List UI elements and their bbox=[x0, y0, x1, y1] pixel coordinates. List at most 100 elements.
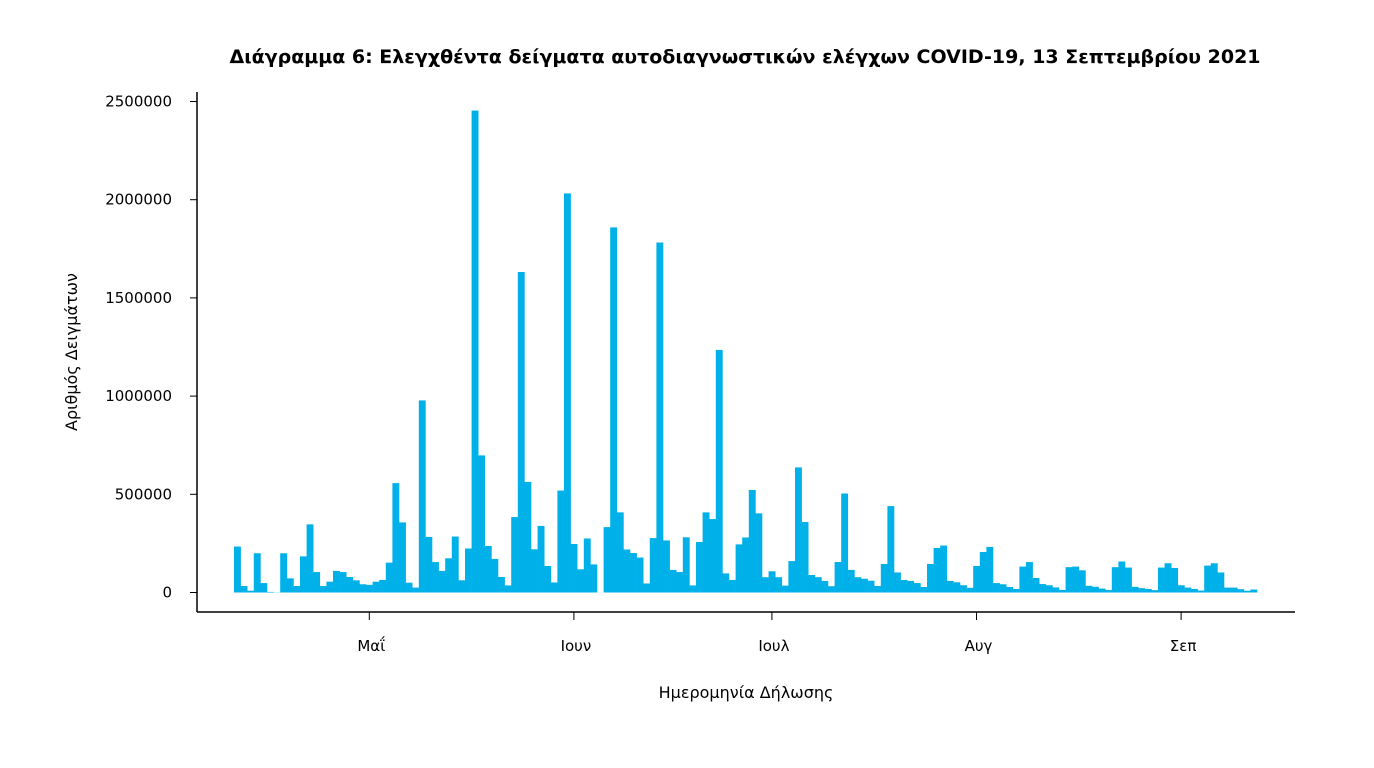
bar bbox=[1026, 562, 1033, 593]
bar bbox=[808, 575, 816, 593]
bar bbox=[630, 553, 637, 593]
bar bbox=[729, 579, 736, 593]
bar bbox=[1052, 587, 1060, 593]
y-tick-label: 1000000 bbox=[105, 387, 172, 405]
bar bbox=[1230, 587, 1238, 593]
bar bbox=[537, 525, 545, 593]
bar bbox=[445, 558, 453, 593]
bar bbox=[1144, 588, 1152, 593]
bar bbox=[1224, 587, 1231, 593]
bar bbox=[795, 467, 802, 593]
bar bbox=[359, 584, 367, 593]
bar bbox=[557, 490, 565, 593]
bar bbox=[867, 580, 875, 593]
bar bbox=[339, 572, 347, 593]
bar bbox=[293, 586, 301, 593]
bar bbox=[616, 512, 624, 593]
bar bbox=[715, 349, 723, 593]
bar bbox=[1177, 585, 1185, 593]
bar bbox=[550, 582, 558, 593]
x-tick-label: Ιουλ bbox=[758, 637, 789, 655]
bar bbox=[1191, 588, 1198, 593]
bar bbox=[438, 570, 446, 593]
bar bbox=[498, 576, 505, 593]
bar bbox=[649, 538, 657, 593]
bar bbox=[1019, 566, 1027, 593]
bar bbox=[927, 564, 934, 593]
bar bbox=[1151, 590, 1159, 593]
bar bbox=[412, 587, 420, 593]
bar bbox=[1217, 572, 1225, 593]
bar bbox=[1138, 588, 1146, 593]
bar bbox=[570, 543, 578, 593]
bar bbox=[702, 512, 710, 593]
bar bbox=[1105, 589, 1113, 593]
bar bbox=[993, 583, 1000, 593]
bar bbox=[966, 587, 974, 593]
bar bbox=[247, 590, 255, 593]
bar bbox=[564, 193, 571, 593]
y-tick-label: 2500000 bbox=[105, 93, 172, 111]
bar bbox=[933, 547, 941, 593]
bar bbox=[834, 562, 842, 593]
bar bbox=[583, 538, 591, 593]
bar bbox=[821, 580, 829, 593]
bar bbox=[300, 556, 307, 593]
bar bbox=[735, 544, 743, 593]
bar bbox=[676, 572, 684, 593]
bar bbox=[366, 584, 373, 593]
bar bbox=[656, 242, 664, 593]
bar bbox=[861, 578, 868, 593]
bar bbox=[253, 553, 261, 593]
bar bbox=[234, 546, 241, 593]
bar bbox=[669, 569, 677, 593]
bar bbox=[894, 572, 901, 593]
bar bbox=[623, 549, 631, 593]
bar bbox=[709, 519, 717, 593]
bar bbox=[326, 581, 334, 593]
bar bbox=[1098, 588, 1106, 593]
bar bbox=[392, 483, 400, 593]
y-tick-label: 500000 bbox=[115, 485, 172, 503]
bar bbox=[478, 455, 486, 593]
bar bbox=[682, 537, 690, 593]
bar bbox=[491, 558, 499, 593]
bar bbox=[907, 580, 915, 593]
bars-group bbox=[234, 110, 1258, 593]
x-ticks: Μαΐ Ιουν Ιουλ Αυγ Σεπ bbox=[357, 612, 1196, 655]
bar bbox=[1092, 586, 1099, 593]
x-tick-label: Σεπ bbox=[1170, 637, 1197, 655]
bar bbox=[1204, 565, 1212, 593]
bar bbox=[973, 565, 981, 593]
bar bbox=[260, 583, 268, 593]
y-tick-label: 2000000 bbox=[105, 191, 172, 209]
bar bbox=[1118, 561, 1126, 593]
bar bbox=[1085, 585, 1093, 593]
bar bbox=[1125, 567, 1132, 593]
bar bbox=[1237, 589, 1245, 593]
bar bbox=[768, 571, 776, 593]
bar bbox=[531, 549, 538, 593]
bar bbox=[418, 400, 426, 593]
bar bbox=[775, 577, 783, 593]
bar bbox=[953, 582, 961, 593]
bar bbox=[946, 580, 954, 593]
bar bbox=[748, 489, 756, 593]
bar bbox=[643, 583, 651, 593]
bar bbox=[874, 586, 882, 593]
bar bbox=[319, 586, 327, 593]
bar bbox=[451, 536, 459, 593]
bar bbox=[1078, 570, 1086, 593]
bar bbox=[603, 527, 611, 593]
bar bbox=[900, 579, 908, 593]
bar bbox=[663, 540, 670, 593]
bar bbox=[1045, 585, 1053, 593]
bar bbox=[696, 542, 703, 593]
bar bbox=[814, 577, 822, 593]
bar bbox=[920, 587, 928, 593]
bar bbox=[1032, 577, 1040, 593]
bar bbox=[1059, 589, 1066, 593]
chart-title: Διάγραμμα 6: Ελεγχθέντα δείγματα αυτοδια… bbox=[229, 46, 1260, 68]
x-tick-label: Αυγ bbox=[965, 637, 993, 655]
bar bbox=[346, 576, 354, 593]
